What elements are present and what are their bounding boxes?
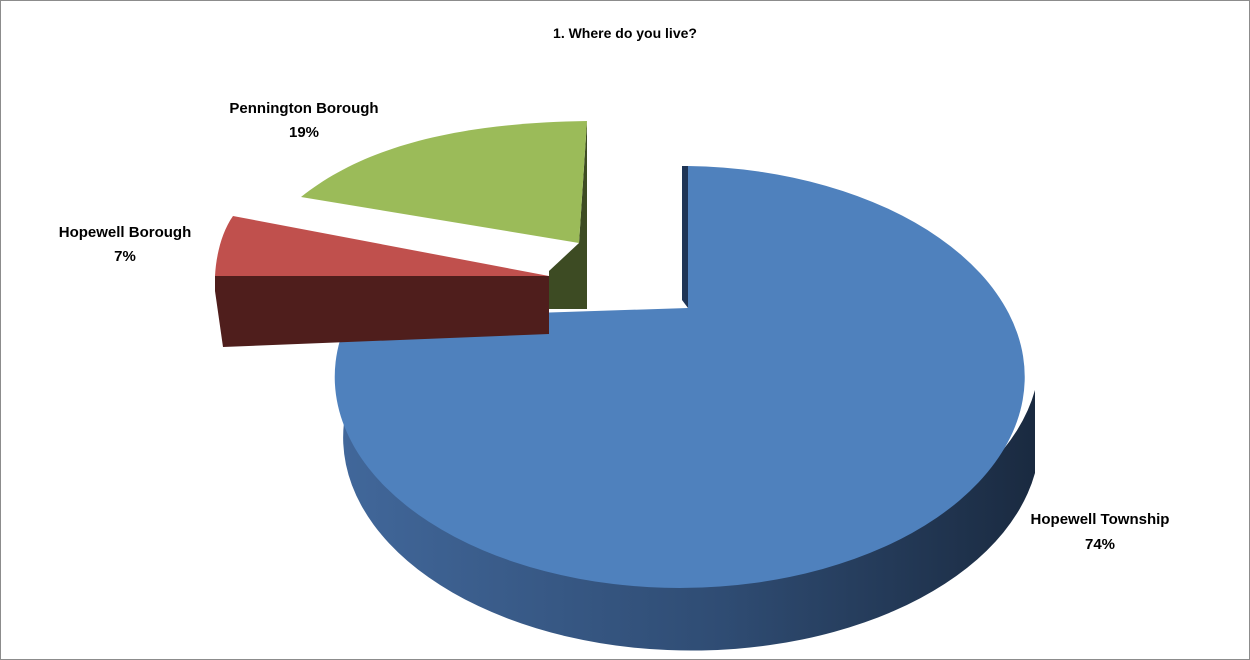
slice-top-hopewell-township [334,166,1025,588]
label-pennington-borough-name: Pennington Borough [229,100,378,117]
slice-side-hopewell-borough [215,276,549,347]
label-hopewell-borough-percent: 7% [114,248,136,265]
slice-cut-hopewell-township [682,166,688,308]
pie-slice-hopewell-township [334,166,1035,651]
pie-slice-pennington-borough [301,121,587,309]
label-pennington-borough-percent: 19% [289,124,319,141]
slice-side-hopewell-township [343,319,1035,651]
chart-title: 1. Where do you live? [553,25,697,41]
label-hopewell-township-percent: 74% [1085,536,1115,553]
slice-side-pennington-borough [301,121,587,309]
slice-top-pennington-borough [301,121,587,243]
pie-slice-hopewell-borough [215,216,549,347]
label-hopewell-borough-name: Hopewell Borough [59,224,192,241]
label-hopewell-township-name: Hopewell Township [1031,511,1170,528]
slice-top-hopewell-borough [215,216,549,276]
